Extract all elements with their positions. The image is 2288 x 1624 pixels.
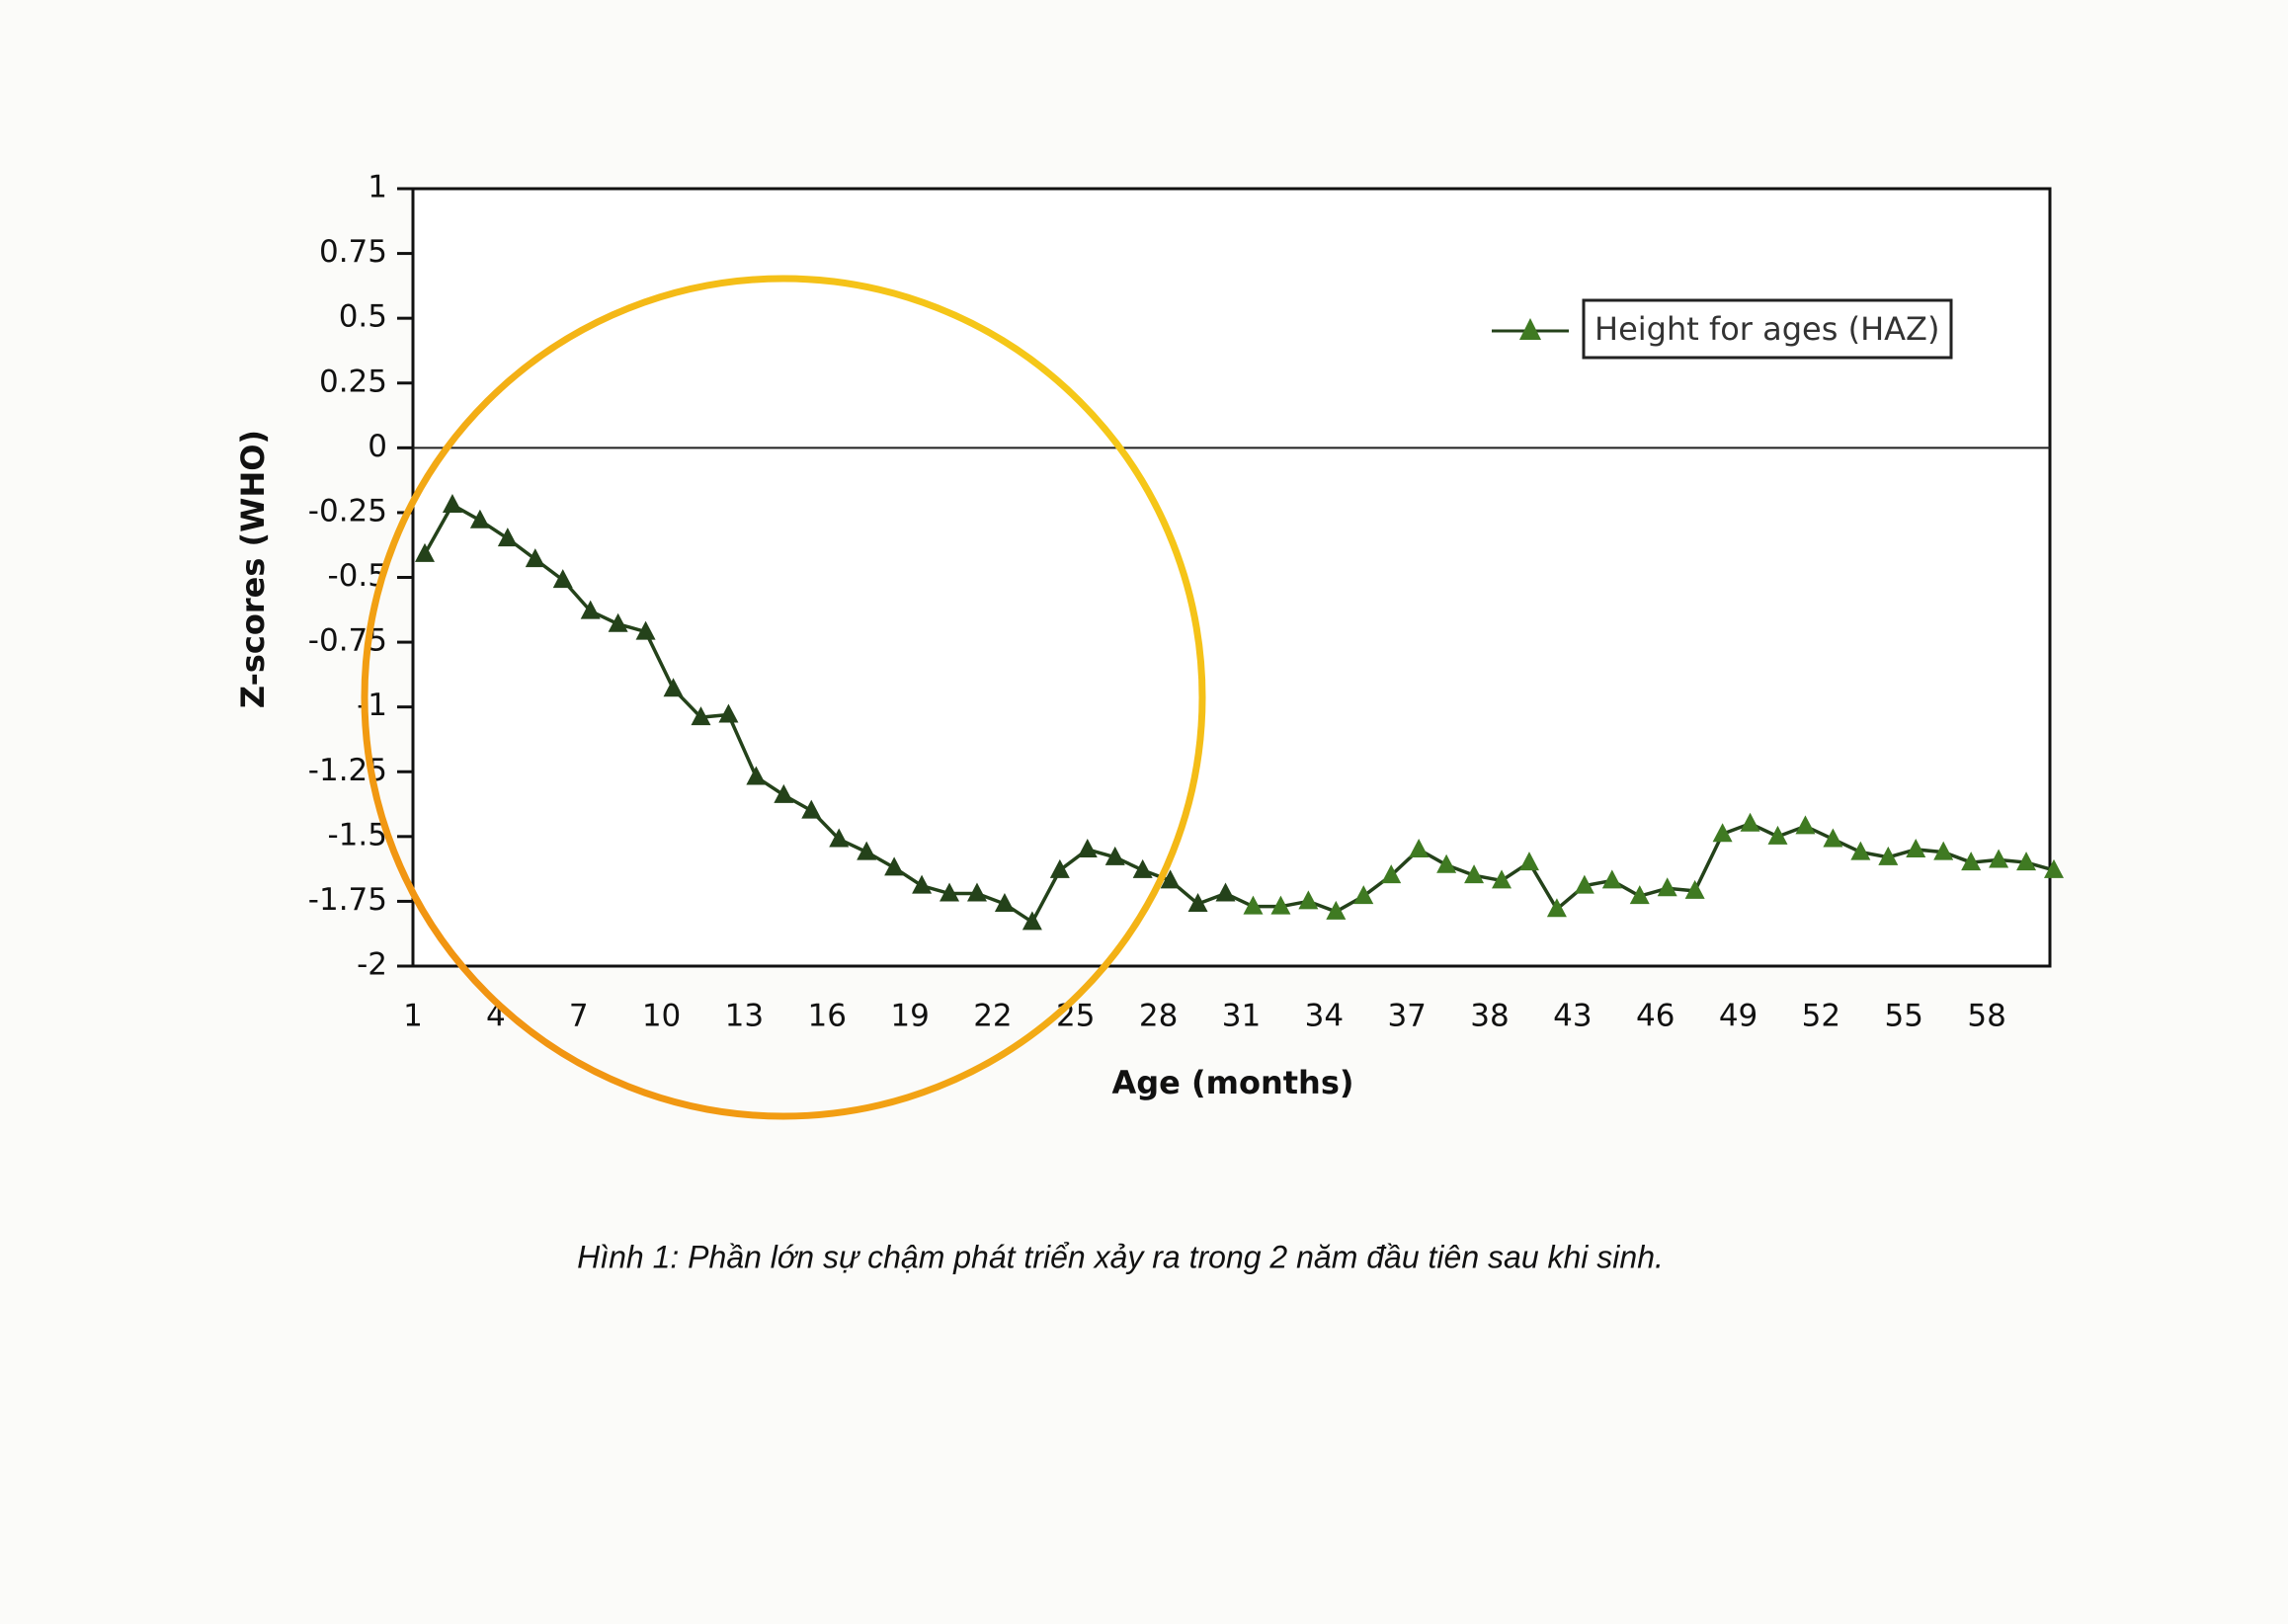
legend-label: Height for ages (HAZ) <box>1594 310 1939 348</box>
y-tick-label: -0.75 <box>308 623 387 659</box>
marker <box>2044 858 2064 878</box>
marker <box>1160 869 1181 889</box>
marker <box>1850 841 1871 860</box>
x-tick-label: 25 <box>1056 999 1095 1034</box>
marker <box>1077 838 1098 857</box>
marker <box>415 542 435 562</box>
caption: Hình 1: Phần lớn sự chậm phát triển xảy … <box>577 1239 1664 1274</box>
y-tick-label: 0 <box>368 429 387 464</box>
marker <box>1326 900 1347 920</box>
marker <box>608 612 628 632</box>
marker <box>1740 812 1760 832</box>
x-tick-label: 58 <box>1967 999 2005 1034</box>
y-tick-label: -1.75 <box>308 882 387 918</box>
legend-box <box>1582 298 1953 360</box>
y-tick-label: 0.75 <box>319 234 387 270</box>
marker <box>469 509 490 528</box>
x-tick-label: 49 <box>1719 999 1757 1034</box>
marker <box>1464 864 1485 884</box>
marker <box>1049 858 1070 878</box>
marker <box>940 882 960 902</box>
marker <box>801 799 822 819</box>
marker <box>1989 849 2009 868</box>
marker <box>1132 858 1153 878</box>
marker <box>497 528 518 547</box>
marker <box>1906 838 1926 857</box>
marker <box>1823 828 1843 848</box>
marker <box>525 548 545 568</box>
y-axis-title: Z-scores (WHO) <box>234 430 272 708</box>
x-tick-label: 37 <box>1387 999 1426 1034</box>
x-tick-label: 28 <box>1139 999 1178 1034</box>
x-tick-label: 19 <box>890 999 929 1034</box>
marker <box>2016 852 2037 871</box>
marker <box>966 882 987 902</box>
marker <box>1684 879 1705 899</box>
marker <box>1492 869 1512 889</box>
marker <box>552 569 573 589</box>
y-tick-label: 0.25 <box>319 364 387 399</box>
marker <box>1409 838 1430 857</box>
marker <box>1601 869 1622 889</box>
y-tick-label: -2 <box>357 947 387 983</box>
marker <box>1546 898 1567 918</box>
marker <box>1933 841 1954 860</box>
x-tick-label: 31 <box>1222 999 1261 1034</box>
x-tick-label: 16 <box>808 999 847 1034</box>
marker <box>1104 846 1125 865</box>
marker <box>663 678 684 697</box>
x-tick-label: 46 <box>1636 999 1675 1034</box>
x-tick-label: 34 <box>1305 999 1344 1034</box>
marker <box>1243 895 1264 915</box>
marker <box>912 874 933 894</box>
legend-marker <box>1519 318 1541 340</box>
marker <box>691 706 711 726</box>
marker <box>1298 890 1319 910</box>
marker <box>1270 895 1291 915</box>
x-tick-label: 13 <box>725 999 764 1034</box>
marker <box>442 494 462 514</box>
marker <box>1961 852 1982 871</box>
marker <box>1795 815 1816 835</box>
x-tick-label: 7 <box>569 999 589 1034</box>
x-tick-label: 43 <box>1553 999 1592 1034</box>
marker <box>1878 846 1899 865</box>
marker <box>1353 885 1374 905</box>
y-tick-label: 0.5 <box>339 299 387 335</box>
marker <box>1436 853 1457 873</box>
marker <box>1574 874 1594 894</box>
marker <box>829 828 850 848</box>
marker <box>884 856 905 876</box>
x-tick-label: 10 <box>642 999 681 1034</box>
marker <box>1629 885 1650 905</box>
marker <box>718 703 739 723</box>
x-tick-label: 1 <box>403 999 423 1034</box>
y-tick-label: -0.25 <box>308 493 387 528</box>
x-tick-label: 38 <box>1470 999 1509 1034</box>
highlight-circle <box>361 275 1206 1120</box>
marker <box>580 600 601 619</box>
marker <box>1657 877 1677 897</box>
marker <box>1767 825 1788 845</box>
y-tick-label: -1.5 <box>328 817 388 853</box>
marker <box>1215 882 1236 902</box>
x-tick-label: 55 <box>1885 999 1923 1034</box>
marker <box>1187 893 1208 913</box>
x-tick-label: 52 <box>1802 999 1840 1034</box>
marker <box>1712 823 1733 843</box>
marker <box>746 766 767 785</box>
x-tick-label: 22 <box>973 999 1012 1034</box>
marker <box>1381 864 1402 884</box>
marker <box>774 783 794 803</box>
x-axis-title: Age (months) <box>1112 1064 1354 1101</box>
marker <box>1518 852 1539 871</box>
marker <box>857 841 877 860</box>
marker <box>1021 911 1042 931</box>
marker <box>994 893 1015 913</box>
marker <box>635 620 656 640</box>
y-tick-label: 1 <box>368 170 387 205</box>
